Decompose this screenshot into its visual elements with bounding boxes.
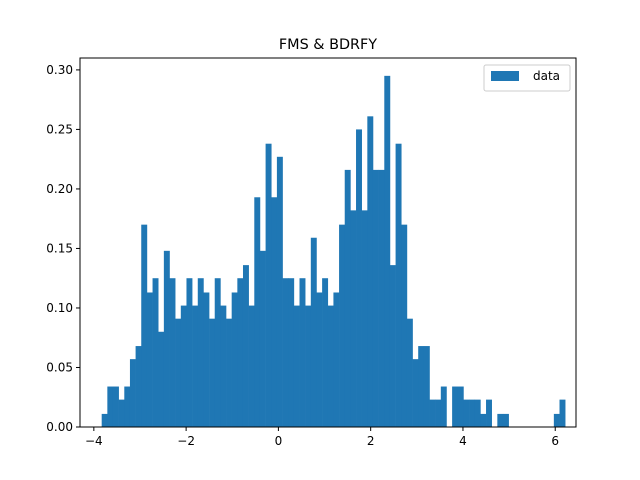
histogram-bar (226, 318, 232, 427)
histogram-bar (553, 413, 560, 427)
histogram-bar (356, 129, 362, 428)
histogram-bar (469, 399, 476, 427)
histogram-bar (389, 265, 396, 427)
legend: data (483, 64, 571, 92)
histogram-bar (242, 265, 249, 427)
histogram-bar (209, 318, 216, 427)
histogram-bar (361, 210, 368, 427)
histogram-bar (502, 413, 509, 427)
histogram-bar (350, 210, 357, 427)
histogram-bar (282, 278, 289, 427)
legend-swatch (491, 71, 519, 81)
histogram-bar (101, 413, 108, 427)
histogram-bar (333, 292, 340, 427)
histogram-bar (322, 278, 329, 427)
y-tick-label: 0.20 (46, 182, 73, 196)
histogram-bar (135, 346, 142, 427)
histogram-bar (486, 399, 492, 427)
histogram-bar (435, 399, 442, 427)
histogram-bar (169, 278, 176, 427)
histogram-bar (299, 278, 306, 427)
histogram-bar (203, 292, 210, 427)
histogram-bar (146, 292, 153, 427)
histogram-bar (129, 359, 136, 427)
histogram-bar (327, 305, 334, 427)
histogram-bar (423, 346, 430, 427)
histogram-bar (367, 116, 374, 427)
histogram-bar (339, 224, 346, 427)
histogram-bar (474, 399, 481, 427)
plot-frame (79, 57, 577, 428)
histogram-bar (248, 305, 255, 427)
histogram-bar (406, 318, 413, 427)
chart-title: FMS & BDRFY (279, 37, 377, 53)
x-axis-ticks: −4 −2 0 2 4 6 (85, 427, 559, 448)
y-tick-label: 0.30 (46, 63, 73, 77)
histogram-bar (141, 224, 148, 427)
histogram-bar (231, 292, 238, 427)
x-tick-label: −2 (177, 434, 195, 448)
histogram-bar (180, 305, 187, 427)
histogram-bar (118, 399, 125, 427)
histogram-bar (378, 169, 385, 427)
histogram-bar (214, 278, 221, 427)
histogram-bar (288, 278, 295, 427)
histogram-bar (440, 386, 447, 427)
histogram-bar (276, 156, 283, 428)
histogram-bar (305, 305, 312, 427)
histogram-bar (186, 278, 193, 427)
x-tick-label: 4 (459, 434, 467, 448)
histogram-bar (372, 169, 379, 427)
x-tick-label: 0 (275, 434, 283, 448)
histogram-bar (265, 143, 272, 427)
x-tick-label: −4 (85, 434, 103, 448)
histogram-bar (124, 386, 131, 427)
histogram-bar (107, 386, 114, 427)
histogram-bars (101, 75, 566, 428)
y-axis-ticks: 0.00 0.05 0.10 0.15 0.20 0.25 0.30 (46, 63, 80, 434)
histogram-bar (152, 278, 159, 427)
histogram-bar (220, 305, 227, 427)
histogram-bar (401, 224, 408, 427)
x-tick-label: 6 (551, 434, 559, 448)
histogram-bar (412, 359, 419, 427)
y-tick-label: 0.15 (46, 241, 73, 255)
histogram-bar (480, 413, 487, 427)
histogram-bar (316, 292, 323, 427)
y-tick-label: 0.05 (46, 360, 73, 374)
histogram-bar (293, 305, 300, 427)
legend-label: data (533, 69, 560, 83)
histogram-bar (344, 169, 351, 427)
histogram-bar (395, 143, 402, 427)
y-tick-label: 0.25 (46, 122, 73, 136)
histogram-bar (497, 413, 504, 427)
histogram-bar (197, 278, 204, 427)
histogram-bar (163, 250, 170, 427)
histogram-bar (192, 305, 199, 427)
histogram-bar (158, 331, 165, 427)
histogram-bar (559, 399, 566, 427)
histogram-bar (259, 250, 266, 427)
histogram-bar (457, 386, 464, 427)
histogram-bar (463, 399, 470, 427)
histogram-bar (271, 197, 278, 427)
histogram-bar (384, 75, 391, 427)
histogram-bar (237, 278, 244, 427)
histogram-bar (429, 399, 436, 427)
y-tick-label: 0.00 (46, 420, 73, 434)
y-tick-label: 0.10 (46, 301, 73, 315)
x-tick-label: 2 (367, 434, 375, 448)
histogram-bar (112, 386, 119, 427)
histogram-bar (452, 386, 459, 427)
histogram-bar (418, 346, 425, 427)
histogram-bar (175, 318, 182, 427)
histogram-bar (254, 197, 261, 427)
histogram-bar (310, 237, 317, 427)
